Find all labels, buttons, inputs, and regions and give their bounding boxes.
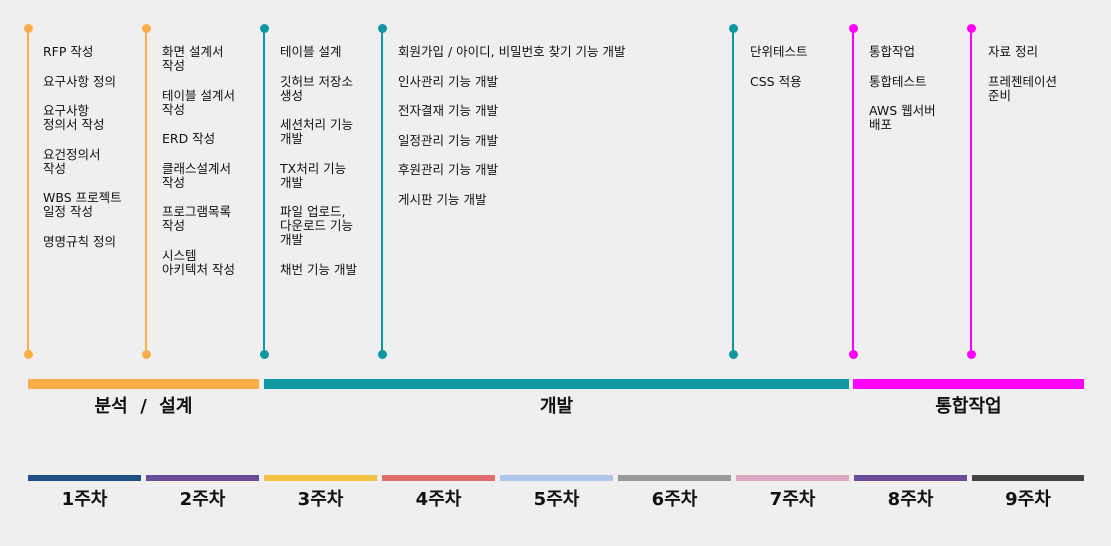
week-label-3: 3주차 (297, 489, 344, 510)
phase-bar-analysis (28, 379, 259, 389)
phase-bar-integration (853, 379, 1084, 389)
week-label-7: 7주차 (769, 489, 816, 510)
week-bar-9 (972, 475, 1084, 481)
task-item: 채번 기능 개발 (280, 261, 357, 277)
column-line-7 (970, 28, 972, 356)
task-item: 통합테스트 (869, 73, 927, 89)
week-label-9: 9주차 (1005, 489, 1051, 510)
phase-label-analysis: 분석 / 설계 (94, 396, 193, 417)
task-list-6: 통합작업 통합테스트 AWS 웹서버 배포 (869, 45, 936, 148)
column-dot-bottom-3 (259, 350, 269, 359)
column-line-1 (27, 28, 29, 356)
task-item: 전자결재 기능 개발 (398, 103, 498, 118)
column-dot-bottom-4 (377, 350, 387, 359)
week-bar-6 (618, 475, 731, 481)
column-dot-top-1 (23, 23, 33, 33)
task-item: 요구사항 정의 (43, 73, 116, 89)
task-list-7: 자료 정리 프레젠테이션 준비 (988, 45, 1057, 118)
week-bar-7 (736, 475, 849, 481)
task-list-5: 단위테스트 CSS 적용 (750, 45, 808, 104)
task-item: 테이블 설계 (280, 44, 342, 59)
task-item: 인사관리 기능 개발 (398, 73, 498, 89)
task-item: 요건정의서 작성 (43, 146, 101, 176)
task-item: 통합작업 (869, 44, 916, 59)
column-dot-top-6 (848, 23, 858, 33)
task-item: 프로그램목록 작성 (162, 204, 232, 233)
column-dot-bottom-1 (23, 350, 33, 359)
task-item: 요구사항 정의서 작성 (43, 103, 105, 132)
week-bar-1 (28, 475, 141, 481)
task-item: 후원관리 기능 개발 (398, 162, 498, 177)
task-list-2: 화면 설계서 작성 테이블 설계서 작성 ERD 작성 클래스설계서 작성 프로… (162, 45, 235, 292)
column-line-5 (732, 28, 734, 356)
task-item: RFP 작성 (43, 44, 94, 59)
task-list-1: RFP 작성 요구사항 정의 요구사항 정의서 작성 요건정의서 작성 WBS … (43, 45, 122, 264)
column-dot-top-5 (728, 23, 738, 33)
column-line-4 (381, 28, 383, 356)
task-item: 프레젠테이션 준비 (988, 73, 1058, 103)
task-item: CSS 적용 (750, 73, 802, 89)
week-label-2: 2주차 (179, 489, 226, 510)
column-dot-bottom-2 (141, 350, 151, 359)
task-item: AWS 웹서버 배포 (869, 103, 936, 132)
column-dot-top-4 (377, 23, 387, 33)
task-item: 게시판 기능 개발 (398, 191, 487, 207)
week-label-4: 4주차 (415, 489, 462, 510)
week-bar-3 (264, 475, 377, 481)
column-line-3 (263, 28, 265, 356)
task-item: 자료 정리 (988, 44, 1038, 59)
task-item: ERD 작성 (162, 131, 216, 146)
task-item: 회원가입 / 아이디, 비밀번호 찾기 기능 개발 (398, 44, 626, 59)
task-item: 테이블 설계서 작성 (162, 87, 235, 117)
week-label-5: 5주차 (533, 489, 580, 510)
task-item: 명명규칙 정의 (43, 233, 116, 249)
task-item: WBS 프로젝트 일정 작성 (43, 190, 122, 219)
column-dot-bottom-5 (728, 350, 738, 359)
column-dot-bottom-7 (966, 350, 976, 359)
task-item: 세션처리 기능 개발 (280, 117, 353, 146)
column-dot-top-2 (141, 23, 151, 33)
task-list-3: 테이블 설계 깃허브 저장소 생성 세션처리 기능 개발 TX처리 기능 개발 … (280, 45, 357, 292)
task-item: 시스템 아키텍처 작성 (162, 247, 235, 277)
task-item: TX처리 기능 개발 (280, 160, 347, 190)
phase-label-integration: 통합작업 (935, 396, 1002, 417)
phase-label-development: 개발 (539, 396, 574, 417)
week-label-6: 6주차 (651, 489, 698, 510)
column-line-6 (852, 28, 854, 356)
task-item: 파일 업로드, 다운로드 기능 개발 (280, 204, 353, 247)
phase-bar-development (264, 379, 849, 389)
column-dot-top-7 (966, 23, 976, 33)
task-item: 깃허브 저장소 생성 (280, 73, 353, 103)
task-item: 클래스설계서 작성 (162, 160, 232, 190)
task-item: 단위테스트 (750, 44, 808, 59)
week-label-1: 1주차 (61, 489, 108, 510)
column-line-2 (145, 28, 147, 356)
week-bar-8 (854, 475, 967, 481)
week-label-8: 8주차 (887, 489, 934, 510)
task-item: 화면 설계서 작성 (162, 44, 224, 73)
week-bar-4 (382, 475, 495, 481)
column-dot-top-3 (259, 23, 269, 33)
task-list-4: 회원가입 / 아이디, 비밀번호 찾기 기능 개발 인사관리 기능 개발 전자결… (398, 45, 626, 222)
week-bar-5 (500, 475, 613, 481)
task-item: 일정관리 기능 개발 (398, 132, 498, 148)
column-dot-bottom-6 (848, 350, 858, 359)
week-bar-2 (146, 475, 259, 481)
